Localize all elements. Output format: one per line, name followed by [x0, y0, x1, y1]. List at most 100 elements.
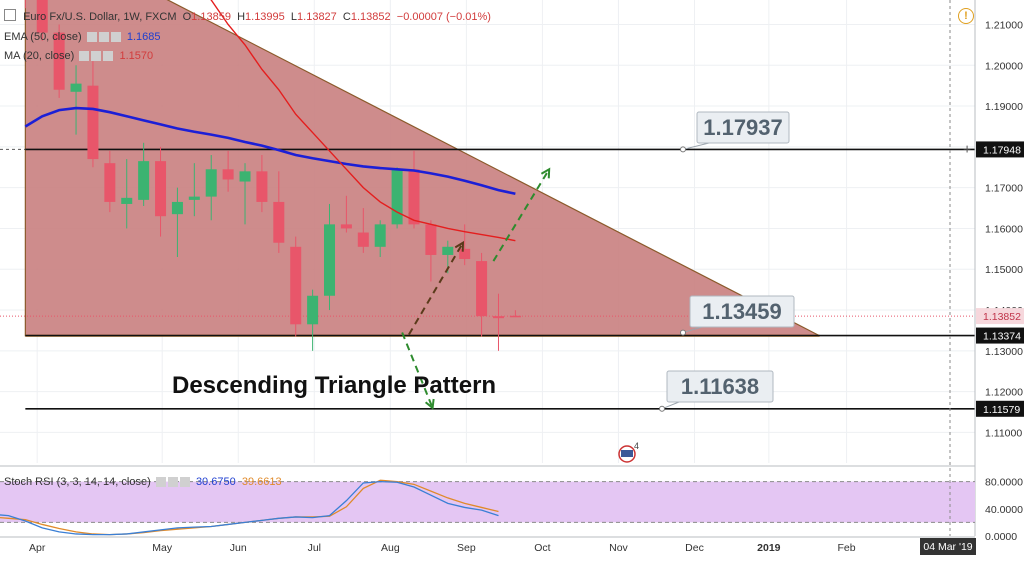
open-label: O: [182, 11, 192, 23]
projection-arrow-2: [401, 332, 434, 409]
current-price-tag: [976, 308, 1024, 325]
rsi-tick-label: 0.0000: [985, 531, 1017, 543]
alert-icon[interactable]: !: [958, 8, 974, 24]
symbol-title[interactable]: Euro Fx/U.S. Dollar, 1W, FXCM: [23, 11, 177, 23]
candle: [205, 169, 217, 197]
crosshair-date-label: 04 Mar '19: [923, 541, 972, 553]
candle: [273, 201, 285, 243]
candle: [121, 197, 133, 204]
rsi-k-line: [0, 480, 499, 536]
candle: [391, 169, 403, 225]
x-tick-label: Jul: [308, 542, 321, 554]
candle: [492, 316, 504, 319]
settings-icon[interactable]: [167, 477, 178, 488]
candle: [324, 224, 336, 296]
visibility-icon[interactable]: [79, 51, 90, 62]
settings-icon[interactable]: [91, 51, 102, 62]
callout-pointer: [682, 326, 703, 334]
rsi-d-value: 39.6613: [241, 476, 282, 488]
badge-count: 4: [634, 441, 639, 451]
x-tick-label: Sep: [457, 542, 476, 554]
ema-value: 1.1685: [126, 31, 161, 43]
high-value: 1.13995: [245, 11, 285, 23]
candle: [239, 171, 251, 182]
y-tick-label: 1.20000: [985, 60, 1023, 72]
y-tick-label: 1.19000: [985, 101, 1023, 113]
ma-line: [210, 0, 516, 242]
candle: [509, 315, 521, 318]
candle: [357, 232, 369, 247]
callout-label-2: 1.11638: [681, 374, 759, 399]
callout-anchor: [680, 329, 686, 336]
open-value: 1.13859: [191, 11, 231, 23]
y-tick-label: 1.11000: [985, 427, 1022, 439]
visibility-icon[interactable]: [86, 32, 97, 43]
candle: [256, 171, 268, 202]
callout-label-0: 1.17937: [703, 115, 783, 140]
level-axis-label: 1.13374: [983, 331, 1021, 343]
candle: [36, 0, 48, 33]
settings-icon[interactable]: [98, 32, 109, 43]
candle: [222, 169, 234, 180]
y-tick-label: 1.12000: [985, 387, 1023, 399]
ema-label: EMA (50, close): [4, 31, 82, 43]
candle: [459, 248, 471, 260]
candle: [87, 85, 99, 160]
y-tick-label: 1.15000: [985, 264, 1023, 276]
symbol-header: Euro Fx/U.S. Dollar, 1W, FXCM O1.13859 H…: [4, 9, 491, 23]
callout-pointer: [682, 142, 710, 150]
arrow-head-icon: [540, 167, 551, 179]
y-tick-label: 1.17000: [985, 183, 1023, 195]
price-plot: [0, 0, 975, 410]
callout-label-1: 1.13459: [702, 299, 782, 324]
close-icon[interactable]: [179, 477, 190, 488]
candle: [155, 161, 167, 217]
callout-anchor: [659, 405, 665, 412]
projection-arrow-1: [492, 168, 551, 262]
crosshair-date-tag: [920, 538, 976, 555]
x-tick-label: Aug: [381, 542, 400, 554]
candle: [53, 32, 65, 90]
x-tick-label: May: [152, 542, 173, 554]
current-price-label: 1.13852: [983, 311, 1021, 323]
x-tick-label: 2019: [757, 542, 781, 554]
ema-legend[interactable]: EMA (50, close) 1.1685: [4, 31, 160, 43]
callout-box: [696, 111, 790, 144]
candle: [408, 169, 420, 225]
candle: [171, 201, 183, 215]
rsi-band: [0, 481, 975, 523]
flag-icon-body: [621, 450, 633, 457]
ma-value: 1.1570: [119, 50, 154, 62]
close-value: 1.13852: [350, 11, 391, 23]
candle: [188, 196, 200, 200]
x-tick-label: Apr: [29, 542, 46, 554]
ma-legend[interactable]: MA (20, close) 1.1570: [4, 50, 153, 62]
callout-box: [666, 370, 774, 403]
ma-label: MA (20, close): [4, 50, 75, 62]
close-icon[interactable]: [110, 32, 121, 43]
visibility-icon[interactable]: [155, 477, 166, 488]
arrow-head-icon: [454, 240, 465, 252]
candle: [290, 246, 302, 325]
level-axis-tag: [976, 141, 1024, 158]
callout-box: [689, 295, 795, 328]
x-tick-label: Dec: [685, 542, 704, 554]
y-tick-label: 1.13000: [985, 346, 1023, 358]
close-icon[interactable]: [103, 51, 114, 62]
level-axis-label: 1.11579: [983, 404, 1020, 416]
rsi-tick-label: 40.0000: [985, 504, 1023, 516]
candle: [104, 163, 116, 202]
candle: [138, 161, 150, 200]
high-label: H: [237, 11, 246, 23]
level-axis-tag: [976, 327, 1024, 344]
x-tick-label: Feb: [838, 542, 856, 554]
low-label: L: [290, 11, 298, 23]
close-label: C: [342, 11, 351, 23]
level-axis-tag: [976, 400, 1024, 417]
y-tick-label: 1.21000: [985, 19, 1023, 31]
symbol-icon[interactable]: [4, 9, 16, 21]
rsi-legend[interactable]: Stoch RSI (3, 3, 14, 14, close) 30.6750 …: [4, 476, 282, 488]
level-axis-label: 1.17948: [983, 144, 1021, 156]
